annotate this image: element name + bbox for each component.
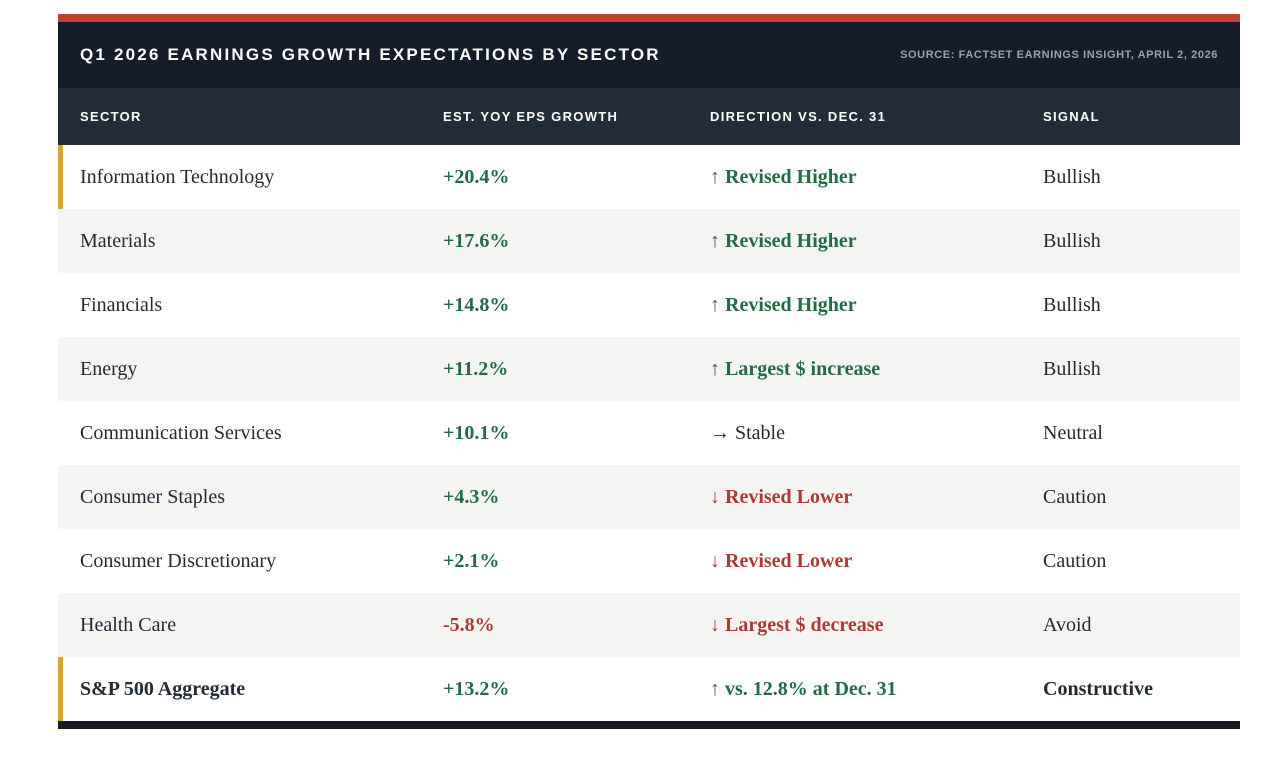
growth-cell: +14.8% [443, 293, 510, 316]
table-title: Q1 2026 EARNINGS GROWTH EXPECTATIONS BY … [80, 45, 661, 64]
direction-cell: ↓ Revised Lower [710, 549, 853, 572]
table-body: Information Technology +20.4% ↑ Revised Hi… [58, 145, 1240, 721]
signal-cell: Caution [1043, 549, 1107, 572]
signal-cell: Bullish [1043, 229, 1101, 252]
growth-cell: -5.8% [443, 613, 495, 636]
sector-cell: Energy [80, 357, 138, 380]
signal-cell: Avoid [1043, 613, 1092, 636]
signal-cell: Bullish [1043, 357, 1101, 380]
growth-cell: +4.3% [443, 485, 500, 508]
table-row: Health Care -5.8% ↓ Largest $ decrease Avoi… [58, 593, 1240, 657]
column-header-growth: EST. YOY EPS GROWTH [443, 109, 619, 124]
growth-cell: +17.6% [443, 229, 510, 252]
direction-cell: ↑ vs. 12.8% at Dec. 31 [710, 677, 897, 700]
signal-cell: Neutral [1043, 421, 1103, 444]
sector-cell: Materials [80, 229, 156, 252]
table-row: Energy +11.2% ↑ Largest $ increase Bullish [58, 337, 1240, 401]
growth-cell: +13.2% [443, 677, 510, 700]
top-accent-bar [58, 14, 1240, 22]
table-row: Materials +17.6% ↑ Revised Higher Bullish [58, 209, 1240, 273]
table-row: Consumer Staples +4.3% ↓ Revised Lower Caut… [58, 465, 1240, 529]
signal-cell: Bullish [1043, 293, 1101, 316]
growth-cell: +2.1% [443, 549, 500, 572]
table-row: S&P 500 Aggregate +13.2% ↑ vs. 12.8% at De… [58, 657, 1240, 721]
sector-cell: Information Technology [80, 165, 275, 188]
earnings-table-card: Q1 2026 EARNINGS GROWTH EXPECTATIONS BY … [58, 14, 1240, 729]
direction-cell: ↓ Revised Lower [710, 485, 853, 508]
table-row: Information Technology +20.4% ↑ Revised Hi… [58, 145, 1240, 209]
column-header-direction: DIRECTION VS. DEC. 31 [710, 109, 887, 124]
sector-cell: Consumer Staples [80, 485, 225, 508]
table-row: Communication Services +10.1% → Stable Neut… [58, 401, 1240, 465]
direction-cell: ↑ Largest $ increase [710, 357, 881, 380]
bottom-accent-bar [58, 721, 1240, 729]
direction-cell: ↓ Largest $ decrease [710, 613, 884, 636]
signal-cell: Caution [1043, 485, 1107, 508]
source-note: SOURCE: FACTSET EARNINGS INSIGHT, APRIL … [900, 49, 1218, 61]
column-header-sector: SECTOR [80, 109, 142, 124]
table-row: Consumer Discretionary +2.1% ↓ Revised Low… [58, 529, 1240, 593]
column-header-row: SECTOR EST. YOY EPS GROWTH DIRECTION VS.… [58, 88, 1240, 145]
sector-cell: Financials [80, 293, 163, 316]
column-header-signal: SIGNAL [1043, 109, 1100, 124]
table-row: Financials +14.8% ↑ Revised Higher Bullish [58, 273, 1240, 337]
table-title-bar: Q1 2026 EARNINGS GROWTH EXPECTATIONS BY … [58, 22, 1240, 88]
sector-cell: Health Care [80, 613, 177, 636]
growth-cell: +10.1% [443, 421, 510, 444]
sector-cell: Consumer Discretionary [80, 549, 277, 572]
direction-cell: → Stable [710, 421, 785, 444]
growth-cell: +11.2% [443, 357, 509, 380]
sector-cell: Communication Services [80, 421, 282, 444]
sector-cell: S&P 500 Aggregate [80, 677, 246, 700]
direction-cell: ↑ Revised Higher [710, 293, 857, 316]
direction-cell: ↑ Revised Higher [710, 229, 857, 252]
signal-cell: Bullish [1043, 165, 1101, 188]
signal-cell: Constructive [1043, 677, 1153, 700]
direction-cell: ↑ Revised Higher [710, 165, 857, 188]
growth-cell: +20.4% [443, 165, 510, 188]
